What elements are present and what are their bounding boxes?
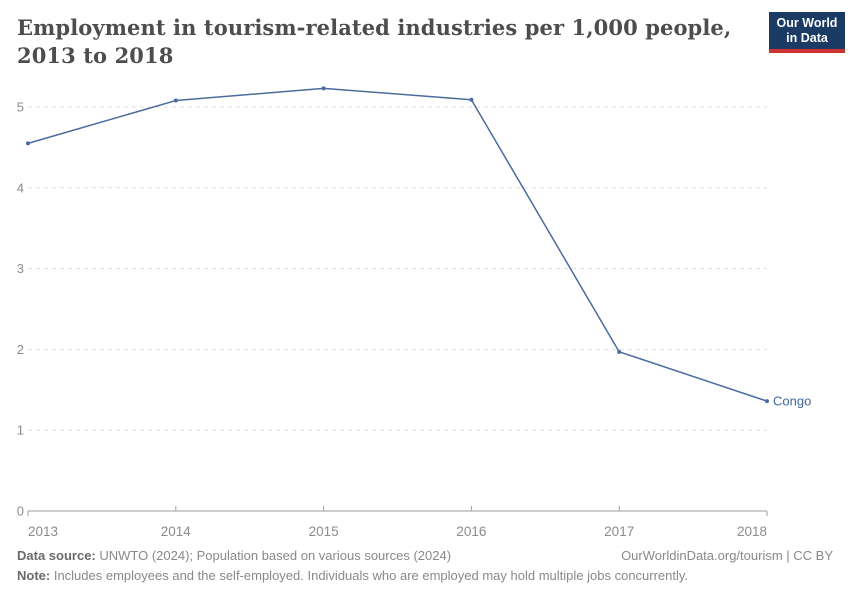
note-line: Note: Includes employees and the self-em… bbox=[17, 568, 688, 583]
owid-logo-line1: Our World bbox=[776, 15, 838, 30]
x-tick-label: 2014 bbox=[161, 524, 192, 539]
data-point[interactable] bbox=[765, 399, 769, 404]
y-tick-label: 5 bbox=[17, 100, 24, 115]
note-label: Note: bbox=[17, 568, 51, 583]
y-tick-label: 0 bbox=[17, 504, 24, 519]
x-tick-label: 2018 bbox=[737, 524, 767, 539]
chart-title: Employment in tourism-related industries… bbox=[17, 15, 732, 68]
data-point[interactable] bbox=[173, 98, 178, 103]
data-source-text: UNWTO (2024); Population based on variou… bbox=[95, 548, 452, 563]
data-source-line: Data source: UNWTO (2024); Population ba… bbox=[17, 546, 451, 566]
owid-logo[interactable]: Our World in Data bbox=[769, 12, 845, 53]
x-tick-label: 2013 bbox=[28, 524, 58, 539]
data-point[interactable] bbox=[617, 349, 622, 354]
data-source-label: Data source: bbox=[17, 548, 96, 563]
owid-cc-link[interactable]: OurWorldinData.org/tourism | CC BY bbox=[621, 548, 833, 563]
y-tick-label: 3 bbox=[17, 261, 24, 276]
note-text: Includes employees and the self-employed… bbox=[50, 568, 689, 583]
x-tick-label: 2016 bbox=[456, 524, 486, 539]
x-tick-label: 2015 bbox=[309, 524, 339, 539]
y-tick-label: 4 bbox=[17, 180, 24, 195]
chart[interactable]: 0 1 2 3 4 5 2013 2014 2015 2016 2017 2018 Congo bbox=[0, 0, 850, 545]
data-point[interactable] bbox=[321, 86, 326, 91]
x-tick-label: 2017 bbox=[604, 524, 634, 539]
chart-footer: Data source: UNWTO (2024); Population ba… bbox=[17, 546, 833, 586]
series-line[interactable] bbox=[27, 87, 768, 402]
owid-logo-line2: in Data bbox=[786, 30, 828, 45]
data-point[interactable] bbox=[26, 141, 30, 146]
y-tick-label: 1 bbox=[17, 423, 24, 438]
series-label[interactable]: Congo bbox=[773, 394, 811, 409]
data-point[interactable] bbox=[469, 97, 474, 102]
y-tick-label: 2 bbox=[17, 342, 24, 357]
